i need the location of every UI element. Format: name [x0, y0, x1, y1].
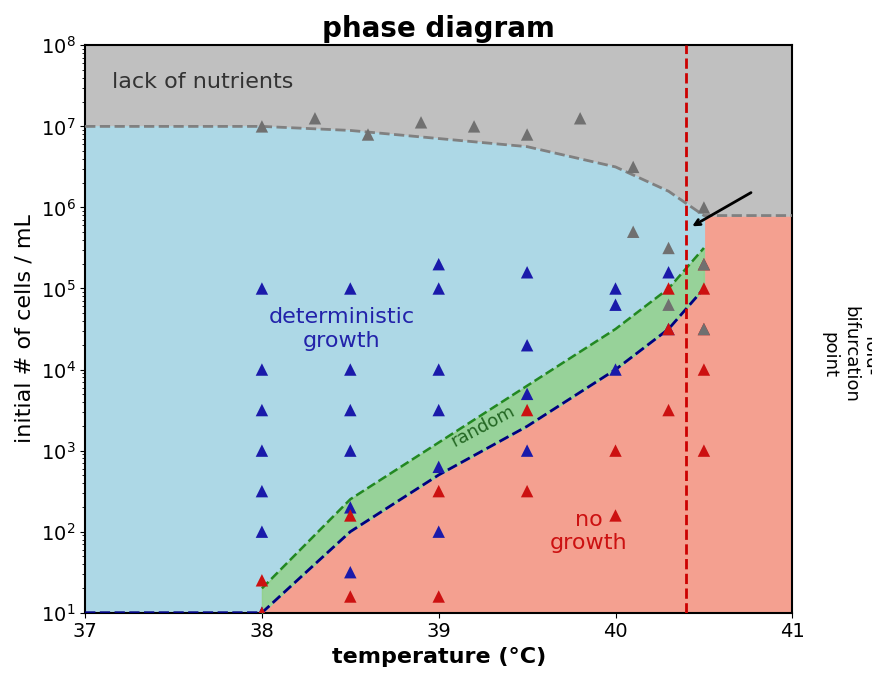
- Text: lack of nutrients: lack of nutrients: [112, 72, 293, 92]
- Point: [432, 258, 446, 269]
- Point: [432, 364, 446, 375]
- Point: [609, 510, 623, 521]
- Point: [609, 445, 623, 456]
- Point: [344, 502, 358, 513]
- Point: [432, 591, 446, 602]
- Point: [308, 113, 322, 123]
- Point: [573, 113, 587, 123]
- Point: [520, 340, 534, 351]
- Point: [662, 283, 676, 294]
- Point: [255, 445, 269, 456]
- Point: [697, 445, 711, 456]
- Point: [609, 364, 623, 375]
- Point: [344, 591, 358, 602]
- Point: [432, 461, 446, 472]
- Point: [697, 323, 711, 334]
- Point: [697, 283, 711, 294]
- Point: [432, 404, 446, 415]
- Point: [414, 117, 428, 128]
- Point: [520, 129, 534, 140]
- Point: [344, 510, 358, 521]
- Point: [520, 445, 534, 456]
- Point: [697, 323, 711, 334]
- X-axis label: temperature (°C): temperature (°C): [331, 647, 546, 667]
- Point: [520, 486, 534, 496]
- Point: [255, 575, 269, 586]
- Point: [467, 121, 481, 132]
- Point: [697, 258, 711, 269]
- Point: [626, 162, 640, 173]
- Point: [662, 323, 676, 334]
- Point: [609, 283, 623, 294]
- Point: [626, 226, 640, 237]
- Text: deterministic
growth: deterministic growth: [269, 308, 414, 351]
- Point: [255, 404, 269, 415]
- Point: [432, 527, 446, 537]
- Point: [255, 607, 269, 618]
- Point: [344, 567, 358, 578]
- Text: fold-
bifurcation
point: fold- bifurcation point: [821, 306, 872, 403]
- Point: [697, 202, 711, 213]
- Y-axis label: initial # of cells / mL: initial # of cells / mL: [15, 215, 35, 443]
- Text: random: random: [448, 402, 518, 451]
- Point: [662, 299, 676, 310]
- Text: no
growth: no growth: [550, 510, 628, 553]
- Point: [255, 486, 269, 496]
- Point: [255, 607, 269, 618]
- Point: [344, 404, 358, 415]
- Title: phase diagram: phase diagram: [323, 15, 555, 43]
- Point: [662, 243, 676, 254]
- Point: [662, 404, 676, 415]
- Point: [520, 404, 534, 415]
- Point: [344, 283, 358, 294]
- Point: [520, 267, 534, 278]
- Point: [697, 364, 711, 375]
- Point: [255, 527, 269, 537]
- Point: [697, 258, 711, 269]
- Point: [662, 323, 676, 334]
- Point: [255, 121, 269, 132]
- Point: [255, 364, 269, 375]
- Point: [609, 299, 623, 310]
- Point: [662, 267, 676, 278]
- Point: [255, 283, 269, 294]
- Point: [361, 129, 375, 140]
- Point: [344, 445, 358, 456]
- Point: [344, 364, 358, 375]
- Point: [520, 389, 534, 400]
- Point: [432, 283, 446, 294]
- Point: [432, 486, 446, 496]
